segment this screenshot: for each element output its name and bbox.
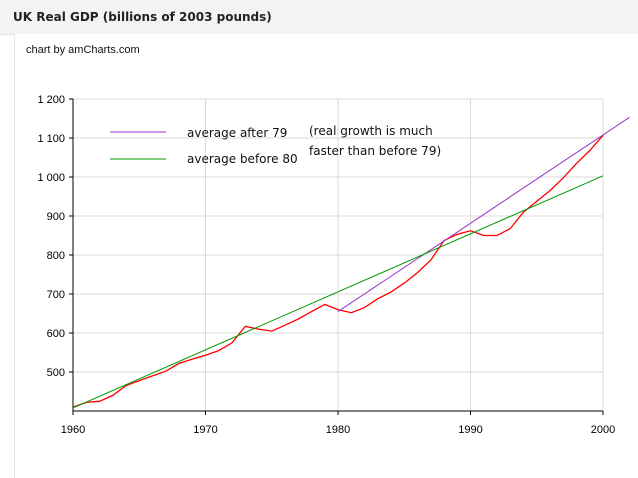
annotation-line-2: faster than before 79) — [309, 144, 441, 158]
annotation-line-1: (real growth is much — [309, 124, 433, 138]
y-tick-label: 800 — [47, 250, 65, 262]
x-tick-label: 1970 — [193, 424, 217, 436]
annotation: (real growth is much faster than before … — [309, 124, 441, 158]
legend-label-before80: average before 80 — [187, 152, 298, 166]
legend: average after 79 average before 80 — [110, 126, 298, 166]
x-tick-label: 2000 — [591, 424, 615, 436]
axes: 500 600 700 800 900 1 000 1 100 1 200 1960 1970 19… — [37, 94, 615, 436]
gdp-line — [73, 134, 604, 408]
grid — [73, 98, 604, 411]
amcharts-credit[interactable]: chart by amCharts.com — [26, 44, 140, 56]
y-tick-label: 1 100 — [37, 133, 65, 145]
y-tick-label: 1 200 — [37, 94, 65, 106]
series-lines — [73, 116, 630, 409]
page-title: UK Real GDP (billions of 2003 pounds) — [13, 10, 272, 24]
x-tick-label: 1990 — [458, 424, 482, 436]
x-tick-label: 1980 — [326, 424, 350, 436]
chart-panel — [14, 34, 638, 478]
average-after-79-line — [337, 116, 630, 313]
legend-label-after79: average after 79 — [187, 126, 287, 140]
x-tick-label: 1960 — [61, 424, 85, 436]
y-tick-label: 600 — [47, 328, 65, 340]
y-tick-label: 500 — [47, 367, 65, 379]
y-tick-label: 700 — [47, 289, 65, 301]
y-tick-label: 900 — [47, 211, 65, 223]
y-tick-label: 1 000 — [37, 172, 65, 184]
average-before-80-line — [73, 175, 604, 409]
